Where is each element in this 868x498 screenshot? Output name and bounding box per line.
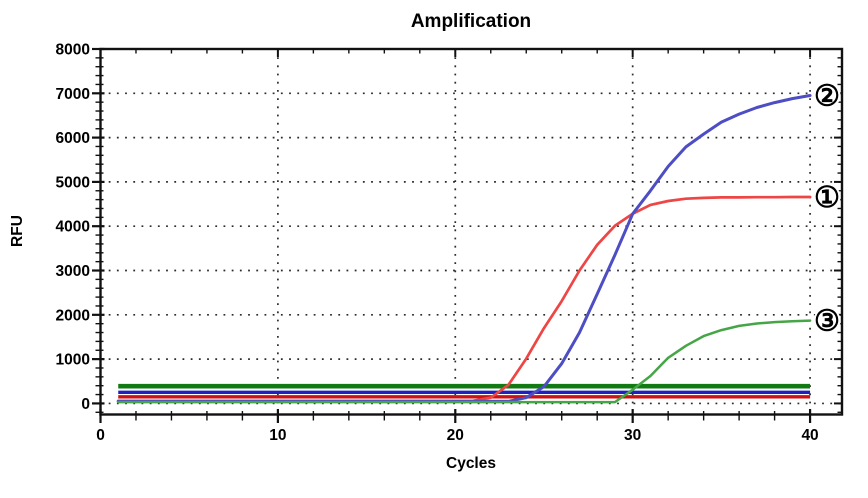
x-tick-label-30: 30 bbox=[624, 427, 641, 444]
y-tick-label-7000: 7000 bbox=[56, 86, 90, 103]
y-tick-label-6000: 6000 bbox=[56, 130, 90, 147]
y-tick-label-5000: 5000 bbox=[56, 174, 90, 191]
curve-3-green bbox=[116, 319, 812, 404]
curve-label-backing bbox=[813, 307, 841, 335]
axis-ticks bbox=[92, 47, 842, 423]
curve-label-③: ③ bbox=[814, 306, 840, 338]
plot-area: 0 1000 2000 3000 4000 5000 6000 7000 8000 0 10 20 30… bbox=[56, 42, 844, 444]
y-tick-label-8000: 8000 bbox=[56, 42, 90, 59]
amplification-curves bbox=[116, 94, 812, 404]
x-tick-label-20: 20 bbox=[447, 427, 464, 444]
y-tick-label-1000: 1000 bbox=[56, 352, 90, 369]
y-axis-label: RFU bbox=[9, 215, 26, 247]
curve-1-red bbox=[116, 195, 812, 403]
curve-label-backing bbox=[813, 82, 841, 110]
x-tick-label-0: 0 bbox=[96, 427, 105, 444]
y-tick-labels: 0 1000 2000 3000 4000 5000 6000 7000 8000 bbox=[56, 42, 90, 413]
x-tick-label-10: 10 bbox=[269, 427, 286, 444]
y-tick-label-0: 0 bbox=[81, 396, 90, 413]
curve-end-labels: ① ② ③ bbox=[813, 81, 841, 338]
gridlines bbox=[100, 49, 842, 415]
curve-2-blue bbox=[116, 94, 812, 403]
curve-label-②: ② bbox=[814, 81, 840, 113]
threshold-lines bbox=[118, 383, 811, 399]
curve-label-backing bbox=[813, 183, 841, 211]
x-axis-label: Cycles bbox=[446, 455, 496, 472]
x-tick-labels: 0 10 20 30 40 bbox=[96, 427, 819, 444]
x-tick-label-40: 40 bbox=[801, 427, 818, 444]
curve-label-①: ① bbox=[814, 182, 840, 214]
plot-border bbox=[99, 47, 844, 416]
chart-title: Amplification bbox=[411, 11, 531, 32]
y-tick-label-2000: 2000 bbox=[56, 307, 90, 324]
y-tick-label-4000: 4000 bbox=[56, 219, 90, 236]
y-tick-label-3000: 3000 bbox=[56, 263, 90, 280]
